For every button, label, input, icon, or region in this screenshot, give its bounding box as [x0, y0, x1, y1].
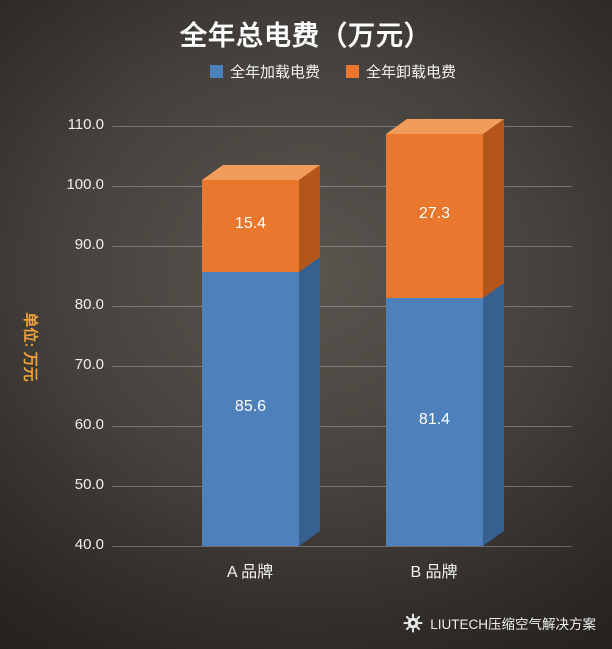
- watermark: LIUTECH压缩空气解决方案: [403, 613, 596, 633]
- bar-segment-front: [202, 180, 299, 273]
- bar-segment-side: [299, 257, 320, 546]
- gridline: [112, 185, 572, 187]
- segment-value-label: 27.3: [418, 204, 451, 222]
- y-tick-label: 40.0: [74, 536, 104, 553]
- segment-value-label: 81.4: [418, 410, 451, 428]
- legend-swatch-unloading: [346, 65, 359, 78]
- legend-swatch-loading: [209, 65, 223, 78]
- category-label: A 品牌: [226, 564, 274, 581]
- bar-segment-side: [483, 282, 504, 546]
- gridline: [112, 545, 572, 547]
- bar-segment-front: [386, 297, 483, 546]
- y-tick-label: 60.0: [74, 416, 104, 433]
- gridline: [112, 305, 572, 307]
- y-tick-label: 100.0: [66, 176, 104, 193]
- segment-value-label: 15.4: [234, 215, 267, 233]
- chart-title: 全年总电费（万元）: [180, 21, 432, 51]
- bar-segment-front: [386, 133, 483, 298]
- gridline: [112, 485, 572, 487]
- category-label: B 品牌: [410, 564, 458, 581]
- bar-segment-side: [483, 118, 504, 298]
- segment-value-label: 85.6: [234, 398, 267, 416]
- gridline: [112, 245, 572, 247]
- y-tick-label: 50.0: [74, 476, 104, 493]
- gridline: [112, 125, 572, 127]
- bar-segment-front: [202, 272, 299, 546]
- legend-item-unloading: 全年卸载电费: [346, 61, 456, 82]
- legend-item-loading: 全年加载电费: [209, 61, 320, 82]
- y-tick-label: 80.0: [74, 296, 104, 313]
- bar-top-face: [386, 118, 504, 134]
- y-tick-label: 110.0: [67, 116, 104, 133]
- y-tick-label: 90.0: [74, 236, 104, 253]
- legend-label-loading: 全年加载电费: [229, 64, 320, 81]
- legend-label-unloading: 全年卸载电费: [366, 64, 457, 81]
- watermark-text: LIUTECH压缩空气解决方案: [430, 617, 596, 632]
- y-tick-label: 70.0: [74, 356, 104, 373]
- legend: 全年加载电费 全年卸载电费: [54, 61, 612, 82]
- gear-logo-icon: [403, 613, 423, 633]
- bar-segment-side: [299, 165, 320, 273]
- gridline: [112, 365, 572, 367]
- gridline: [112, 425, 572, 427]
